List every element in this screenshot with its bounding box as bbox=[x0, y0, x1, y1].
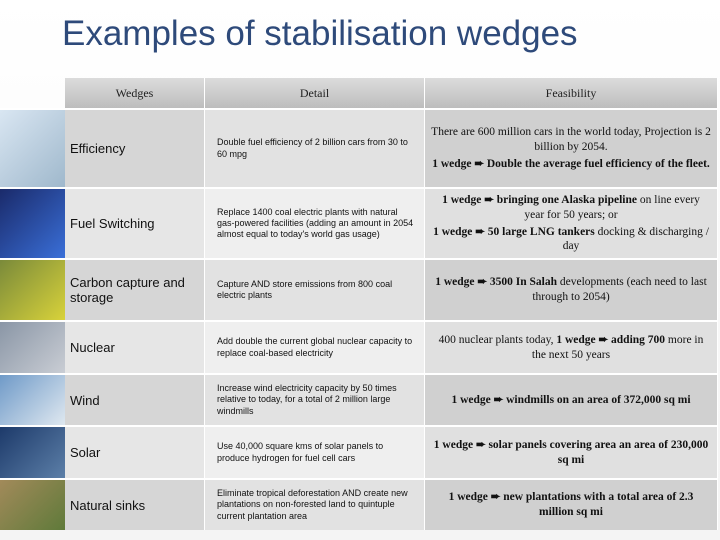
row-icon bbox=[0, 425, 65, 478]
wedge-name-text: Efficiency bbox=[70, 141, 126, 156]
header-cell: Wedges bbox=[65, 78, 205, 108]
feasibility-paragraph: 1 wedge ➨ 3500 In Salah developments (ea… bbox=[431, 275, 711, 305]
row-icon bbox=[0, 478, 65, 530]
wedge-detail: Replace 1400 coal electric plants with n… bbox=[205, 187, 425, 258]
row-icon bbox=[0, 187, 65, 258]
wedge-detail: Double fuel efficiency of 2 billion cars… bbox=[205, 108, 425, 187]
wedge-name: Fuel Switching bbox=[65, 187, 205, 258]
feasibility-paragraph: 1 wedge ➨ solar panels covering area an … bbox=[431, 438, 711, 468]
wedge-detail-text: Capture AND store emissions from 800 coa… bbox=[217, 278, 393, 300]
wedge-name: Nuclear bbox=[65, 320, 205, 373]
wedge-name: Carbon capture and storage bbox=[65, 258, 205, 320]
wedge-name: Natural sinks bbox=[65, 478, 205, 530]
feasibility-run: more in the next 50 years bbox=[531, 333, 704, 361]
wedge-detail: Eliminate tropical deforestation AND cre… bbox=[205, 478, 425, 530]
wedge-detail: Capture AND store emissions from 800 coa… bbox=[205, 258, 425, 320]
wedge-detail-text: Eliminate tropical deforestation AND cre… bbox=[217, 488, 408, 521]
wedge-name-text: Carbon capture and storage bbox=[70, 275, 185, 305]
feasibility-paragraph: 400 nuclear plants today, 1 wedge ➨ addi… bbox=[431, 333, 711, 363]
feasibility-paragraph: There are 600 million cars in the world … bbox=[431, 125, 711, 155]
wedge-name: Solar bbox=[65, 425, 205, 478]
wedge-feasibility: There are 600 million cars in the world … bbox=[425, 108, 718, 187]
feasibility-run: There are 600 million cars in the world … bbox=[431, 126, 711, 154]
wedge-detail-text: Double fuel efficiency of 2 billion cars… bbox=[217, 137, 408, 159]
wedge-name-text: Natural sinks bbox=[70, 497, 146, 513]
wedge-detail: Add double the current global nuclear ca… bbox=[205, 320, 425, 373]
wedge-feasibility: 400 nuclear plants today, 1 wedge ➨ addi… bbox=[425, 320, 718, 373]
wedge-feasibility: 1 wedge ➨ new plantations with a total a… bbox=[425, 478, 718, 530]
header-cell: Feasibility bbox=[425, 78, 718, 108]
wedge-table: Wedges Detail Feasibility Efficiency Doub… bbox=[65, 78, 718, 530]
feasibility-paragraph: 1 wedge ➨ Double the average fuel effici… bbox=[432, 157, 710, 172]
wedge-feasibility: 1 wedge ➨ 3500 In Salah developments (ea… bbox=[425, 258, 718, 320]
wedge-detail-text: Use 40,000 square kms of solar panels to… bbox=[217, 441, 384, 463]
wedge-feasibility: 1 wedge ➨ bringing one Alaska pipeline o… bbox=[425, 187, 718, 258]
feasibility-paragraph: 1 wedge ➨ new plantations with a total a… bbox=[431, 490, 711, 520]
feasibility-run: 1 wedge ➨ windmills on an area of 372,00… bbox=[451, 393, 691, 406]
wedge-detail-text: Add double the current global nuclear ca… bbox=[217, 336, 413, 358]
feasibility-run: developments (each need to last through … bbox=[532, 276, 707, 303]
feasibility-run: 400 nuclear plants today, bbox=[438, 333, 557, 346]
row-icon bbox=[0, 320, 65, 373]
wedge-detail-text: Increase wind electricity capacity by 50… bbox=[217, 383, 397, 416]
feasibility-run: 1 wedge ➨ 50 large LNG tankers bbox=[433, 225, 595, 238]
wedge-name-text: Solar bbox=[70, 445, 101, 460]
feasibility-paragraph: 1 wedge ➨ bringing one Alaska pipeline o… bbox=[431, 193, 711, 223]
wedge-feasibility: 1 wedge ➨ windmills on an area of 372,00… bbox=[425, 373, 718, 425]
feasibility-run: 1 wedge ➨ solar panels covering area an … bbox=[433, 438, 709, 466]
wedge-name-text: Wind bbox=[70, 392, 100, 408]
feasibility-run: on line every year for 50 years; or bbox=[524, 193, 700, 221]
wedge-detail-text: Replace 1400 coal electric plants with n… bbox=[217, 206, 414, 240]
wedge-name: Efficiency bbox=[65, 108, 205, 187]
wedge-feasibility: 1 wedge ➨ solar panels covering area an … bbox=[425, 425, 718, 478]
row-icon bbox=[0, 108, 65, 187]
feasibility-paragraph: 1 wedge ➨ 50 large LNG tankers docking &… bbox=[431, 225, 711, 255]
wedge-detail: Increase wind electricity capacity by 50… bbox=[205, 373, 425, 425]
slide-title: Examples of stabilisation wedges bbox=[62, 14, 578, 53]
wedge-detail: Use 40,000 square kms of solar panels to… bbox=[205, 425, 425, 478]
feasibility-run: docking & discharging / day bbox=[562, 225, 709, 253]
feasibility-run: 1 wedge ➨ new plantations with a total a… bbox=[448, 491, 694, 518]
header-cell: Detail bbox=[205, 78, 425, 108]
feasibility-run: 1 wedge ➨ bringing one Alaska pipeline bbox=[442, 193, 638, 206]
feasibility-run: 1 wedge ➨ adding 700 bbox=[556, 333, 666, 346]
row-icon bbox=[0, 373, 65, 425]
row-icon bbox=[0, 258, 65, 320]
feasibility-run: 1 wedge ➨ 3500 In Salah bbox=[435, 276, 557, 289]
feasibility-run: 1 wedge ➨ Double the average fuel effici… bbox=[432, 157, 710, 170]
feasibility-paragraph: 1 wedge ➨ windmills on an area of 372,00… bbox=[451, 393, 690, 408]
wedge-name-text: Nuclear bbox=[70, 340, 115, 355]
wedge-name-text: Fuel Switching bbox=[70, 216, 155, 231]
wedge-name: Wind bbox=[65, 373, 205, 425]
